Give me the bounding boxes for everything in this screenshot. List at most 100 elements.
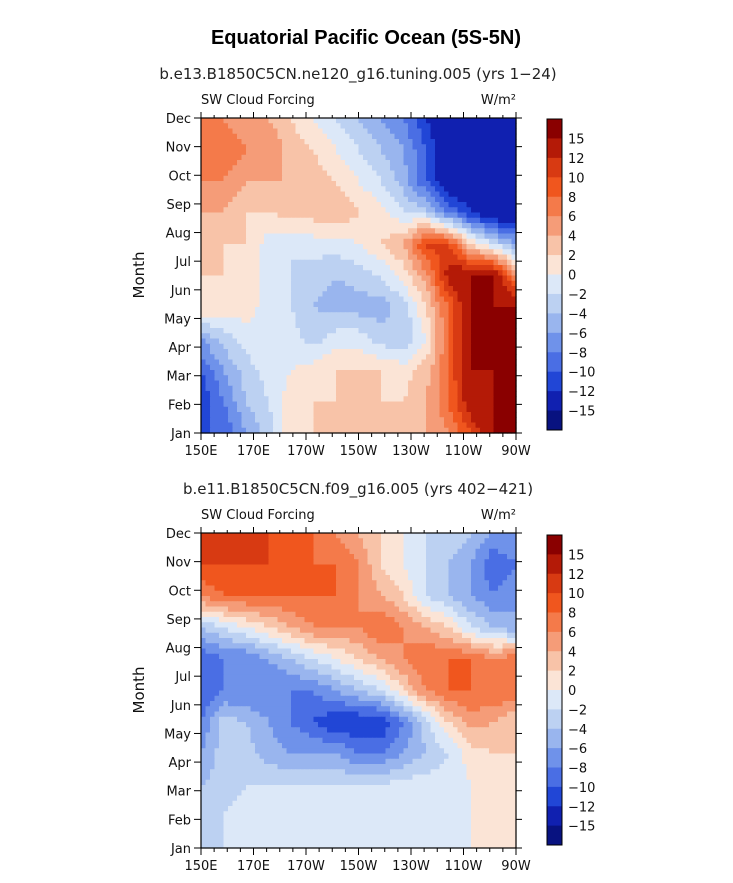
contour-cell: [340, 191, 346, 198]
contour-cell: [259, 333, 265, 340]
contour-cell: [318, 181, 324, 187]
contour-cell: [232, 417, 238, 424]
contour-cell: [498, 144, 504, 151]
contour-cell: [210, 564, 216, 571]
contour-cell: [399, 569, 405, 576]
contour-cell: [268, 223, 274, 229]
contour-cell: [291, 296, 297, 303]
contour-cell: [484, 538, 490, 545]
contour-cell: [228, 427, 234, 434]
contour-cell: [349, 149, 355, 156]
contour-cell: [394, 380, 400, 387]
contour-cell: [394, 133, 400, 140]
contour-cell: [430, 317, 436, 324]
contour-cell: [255, 123, 261, 130]
contour-cell: [498, 422, 504, 429]
contour-cell: [340, 538, 346, 545]
contour-cell: [385, 217, 391, 224]
contour-cell: [232, 160, 238, 166]
contour-cell: [408, 123, 414, 130]
contour-cell: [466, 139, 472, 145]
contour-cell: [313, 228, 319, 235]
contour-cell: [345, 275, 351, 282]
contour-cell: [295, 128, 301, 135]
contour-cell: [354, 538, 360, 545]
contour-cell: [363, 328, 369, 334]
contour-cell: [466, 223, 472, 229]
contour-cell: [444, 139, 450, 145]
contour-cell: [250, 254, 256, 261]
contour-cell: [282, 554, 288, 560]
contour-cell: [268, 301, 274, 308]
contour-cell: [259, 412, 265, 418]
contour-cell: [205, 391, 211, 397]
contour-cell: [223, 564, 229, 571]
contour-cell: [322, 139, 328, 145]
contour-cell: [268, 307, 274, 313]
contour-cell: [381, 207, 387, 214]
contour-cell: [228, 370, 234, 376]
contour-cell: [507, 275, 513, 282]
contour-cell: [390, 144, 396, 151]
contour-cell: [448, 538, 454, 545]
contour-cell: [327, 359, 333, 366]
contour-cell: [219, 401, 225, 408]
contour-cell: [399, 259, 405, 266]
contour-cell: [268, 333, 274, 340]
contour-cell: [390, 322, 396, 329]
contour-cell: [214, 391, 220, 397]
contour-cell: [250, 280, 256, 287]
contour-cell: [394, 354, 400, 361]
contour-cell: [439, 554, 445, 560]
contour-cell: [295, 291, 301, 298]
contour-cell: [309, 564, 315, 571]
contour-cell: [322, 270, 328, 277]
contour-cell: [435, 123, 441, 130]
contour-cell: [313, 427, 319, 434]
contour-cell: [390, 375, 396, 382]
contour-cell: [291, 212, 297, 219]
contour-cell: [318, 254, 324, 261]
contour-cell: [286, 333, 292, 340]
contour-cell: [232, 422, 238, 429]
contour-cell: [439, 533, 445, 539]
contour-cell: [511, 191, 517, 198]
contour-cell: [246, 343, 252, 350]
contour-cell: [295, 406, 301, 413]
contour-cell: [462, 170, 468, 177]
contour-cell: [358, 359, 364, 366]
contour-cell: [480, 233, 486, 240]
contour-cell: [313, 375, 319, 382]
contour-cell: [228, 275, 234, 282]
contour-cell: [318, 359, 324, 366]
contour-cell: [367, 275, 373, 282]
contour-cell: [340, 123, 346, 130]
contour-cell: [354, 548, 360, 555]
contour-cell: [228, 359, 234, 366]
contour-cell: [246, 543, 252, 550]
contour-cell: [453, 312, 459, 319]
contour-cell: [493, 359, 499, 366]
contour-cell: [484, 380, 490, 387]
contour-cell: [493, 217, 499, 224]
contour-cell: [295, 296, 301, 303]
contour-cell: [394, 359, 400, 366]
contour-cell: [448, 396, 454, 403]
contour-cell: [354, 333, 360, 340]
contour-cell: [372, 548, 378, 555]
contour-cell: [336, 139, 342, 145]
contour-cell: [394, 307, 400, 313]
contour-cell: [223, 139, 229, 145]
contour-cell: [309, 170, 315, 177]
contour-cell: [291, 391, 297, 397]
contour-cell: [318, 149, 324, 156]
contour-cell: [304, 349, 310, 355]
contour-cell: [295, 133, 301, 140]
contour-cell: [484, 270, 490, 277]
contour-cell: [502, 238, 508, 245]
contour-cell: [304, 133, 310, 140]
contour-cell: [304, 543, 310, 550]
contour-cell: [223, 233, 229, 240]
contour-cell: [255, 533, 261, 539]
contour-cell: [439, 370, 445, 376]
